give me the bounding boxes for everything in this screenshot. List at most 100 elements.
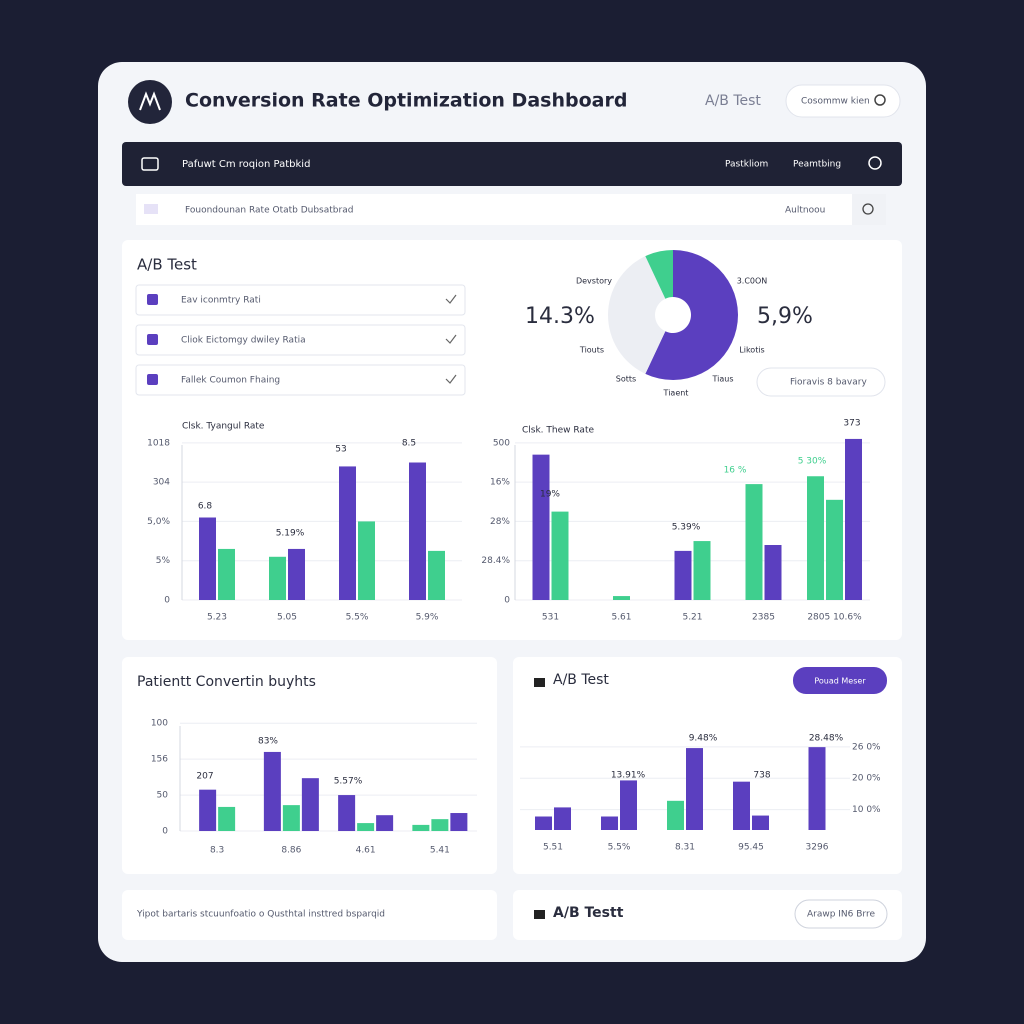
bar [218,548,235,600]
bar [807,476,824,600]
annotation: 83% [258,737,278,747]
donut-slice [645,250,738,380]
donut-left-value: 14.3% [525,304,595,329]
y-tick-label: 20 0% [852,774,881,784]
x-tick-label: 8.86 [281,846,301,856]
bar [554,807,571,830]
y-tick-label: 28% [490,517,510,527]
x-tick-label: 5.9% [416,613,439,623]
y-tick-label: 0 [164,596,170,606]
x-tick-label: 2805 10.6% [807,613,862,623]
annotation: 5.19% [276,529,305,539]
navbar [122,142,902,186]
bar [357,823,375,831]
y-tick-label: 304 [153,478,170,488]
dropdown-text: Fioravis 8 bavary [790,378,867,388]
annotation: 19% [540,490,560,500]
x-tick-label: 3296 [806,843,829,853]
bar [764,545,782,600]
annotation: 28.48% [809,734,844,744]
bar [409,462,426,600]
y-tick-label: 50 [157,791,169,801]
footer-title: A/B Testt [553,905,624,921]
list-item[interactable] [135,284,466,316]
y-tick-label: 28.4% [481,556,510,566]
list-icon [147,294,158,305]
bar [358,521,375,600]
bar [288,548,305,600]
bar [450,813,468,831]
search-bar-action[interactable]: Aultnoou [785,206,825,216]
nav-icon [141,157,159,171]
bar [199,517,216,600]
bar [532,454,550,600]
annotation: 9.48% [689,734,718,744]
annotation: 738 [753,771,770,781]
bar [269,556,286,600]
list-item[interactable] [135,364,466,396]
bar [551,511,569,600]
tab[interactable]: A/B Test [705,93,761,109]
chart-title: Patientt Convertin buyhts [137,674,316,690]
button[interactable] [794,899,888,929]
bar [613,596,630,600]
check [445,294,457,304]
donut-slice [608,256,666,374]
y-tick-label: 100 [151,719,168,729]
annotation: 5 30% [798,457,827,467]
y-tick-label: 156 [151,755,168,765]
donut-label: Tiouts [579,346,604,355]
footer-note: Yipot bartaris stcuunfoatio o Qusthtal i… [136,910,385,920]
x-tick-label: 5.51 [543,843,563,853]
x-tick-label: 8.31 [675,843,695,853]
bar [745,484,763,600]
button-text: Arawp IN6 Brre [807,910,875,920]
chart-title: Clsk. Thew Rate [522,426,594,436]
y-tick-label: 0 [504,596,510,606]
donut-label: Tiaus [711,375,733,384]
nav-link[interactable]: Pastkliom [725,160,768,170]
x-tick-label: 5.21 [682,613,702,623]
footer-note-panel [122,890,497,940]
search-bar[interactable] [136,194,886,225]
panel-title: A/B Test [553,672,609,688]
bar [282,805,300,831]
donut-label: Devstory [576,277,612,286]
donut-label: 3.C0ON [737,277,768,286]
search-button[interactable] [852,194,886,225]
bar [601,816,618,830]
x-tick-label: 5.23 [207,613,227,623]
list-item[interactable] [135,324,466,356]
donut-right-value: 5,9% [757,304,813,329]
annotation: 13.91% [611,771,646,781]
annotation: 5.57% [334,777,363,787]
nav-link[interactable]: Peamtbing [793,160,841,170]
donut-slice [645,250,673,299]
bar [376,815,394,831]
nav-title: Pafuwt Cm roqion Patbkid [182,159,310,170]
bar [752,815,769,830]
x-tick-label: 2385 [752,613,775,623]
nav-search[interactable] [868,156,882,170]
check [445,374,457,384]
x-tick-label: 5.5% [608,843,631,853]
button[interactable] [793,667,887,694]
annotation: 373 [843,419,860,429]
y-tick-label: 500 [493,438,510,448]
x-tick-label: 5.5% [346,613,369,623]
bar [686,748,703,830]
bar [339,466,356,600]
bar [845,438,862,600]
y-tick-label: 5% [156,556,171,566]
annotation: 6.8 [198,502,213,512]
check [445,334,457,344]
search[interactable] [785,84,901,118]
panel-title: A/B Test [137,256,197,274]
bar [199,789,217,831]
dropdown[interactable] [756,367,886,397]
donut-label: Tiaent [663,389,689,398]
button-text: Pouad Meser [814,677,866,686]
bar [733,781,750,830]
